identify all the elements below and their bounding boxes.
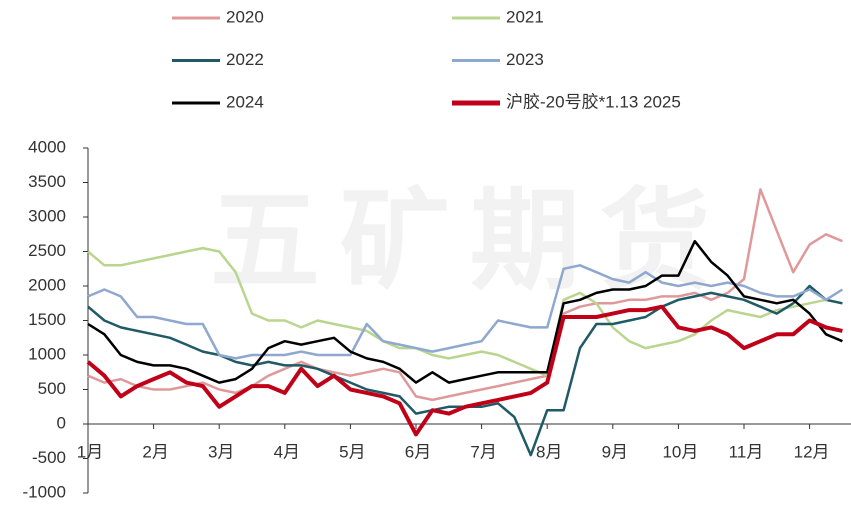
x-tick-label: 2月: [142, 442, 168, 461]
x-tick-label: 9月: [602, 442, 628, 461]
x-tick-label: 6月: [405, 442, 431, 461]
x-tick-label: 12月: [794, 442, 830, 461]
y-tick-label: 1500: [28, 310, 66, 329]
series-line: [87, 239, 843, 384]
legend-label: 沪胶-20号胶*1.13 2025: [506, 92, 681, 111]
y-tick-label: 1000: [28, 344, 66, 363]
x-tick-label: 1月: [77, 442, 103, 461]
y-tick-label: 4000: [28, 137, 66, 156]
y-tick-label: 3000: [28, 206, 66, 225]
legend-label: 2024: [226, 92, 264, 111]
legend-label: 2021: [506, 7, 544, 26]
x-tick-label: 8月: [536, 442, 562, 461]
legend-label: 2020: [226, 7, 264, 26]
series-line: [87, 264, 844, 360]
series-line: [86, 304, 843, 437]
y-tick-label: -1000: [23, 482, 66, 501]
y-tick-label: 500: [38, 379, 66, 398]
legend-label: 2023: [506, 50, 544, 69]
x-tick-label: 11月: [729, 442, 764, 461]
y-tick-label: 3500: [28, 172, 66, 191]
y-tick-label: 0: [57, 413, 66, 432]
x-tick-label: 5月: [339, 442, 365, 461]
series-line: [87, 188, 843, 402]
legend-label: 2022: [226, 50, 264, 69]
y-tick-label: -500: [32, 448, 66, 467]
y-tick-label: 2000: [28, 275, 66, 294]
watermark: 五矿期货: [210, 180, 730, 303]
x-tick-label: 7月: [470, 442, 496, 461]
y-tick-label: 2500: [28, 241, 66, 260]
x-tick-label: 10月: [662, 442, 698, 461]
series-line: [87, 246, 843, 377]
x-tick-label: 3月: [208, 442, 234, 461]
x-tick-label: 4月: [274, 442, 300, 461]
